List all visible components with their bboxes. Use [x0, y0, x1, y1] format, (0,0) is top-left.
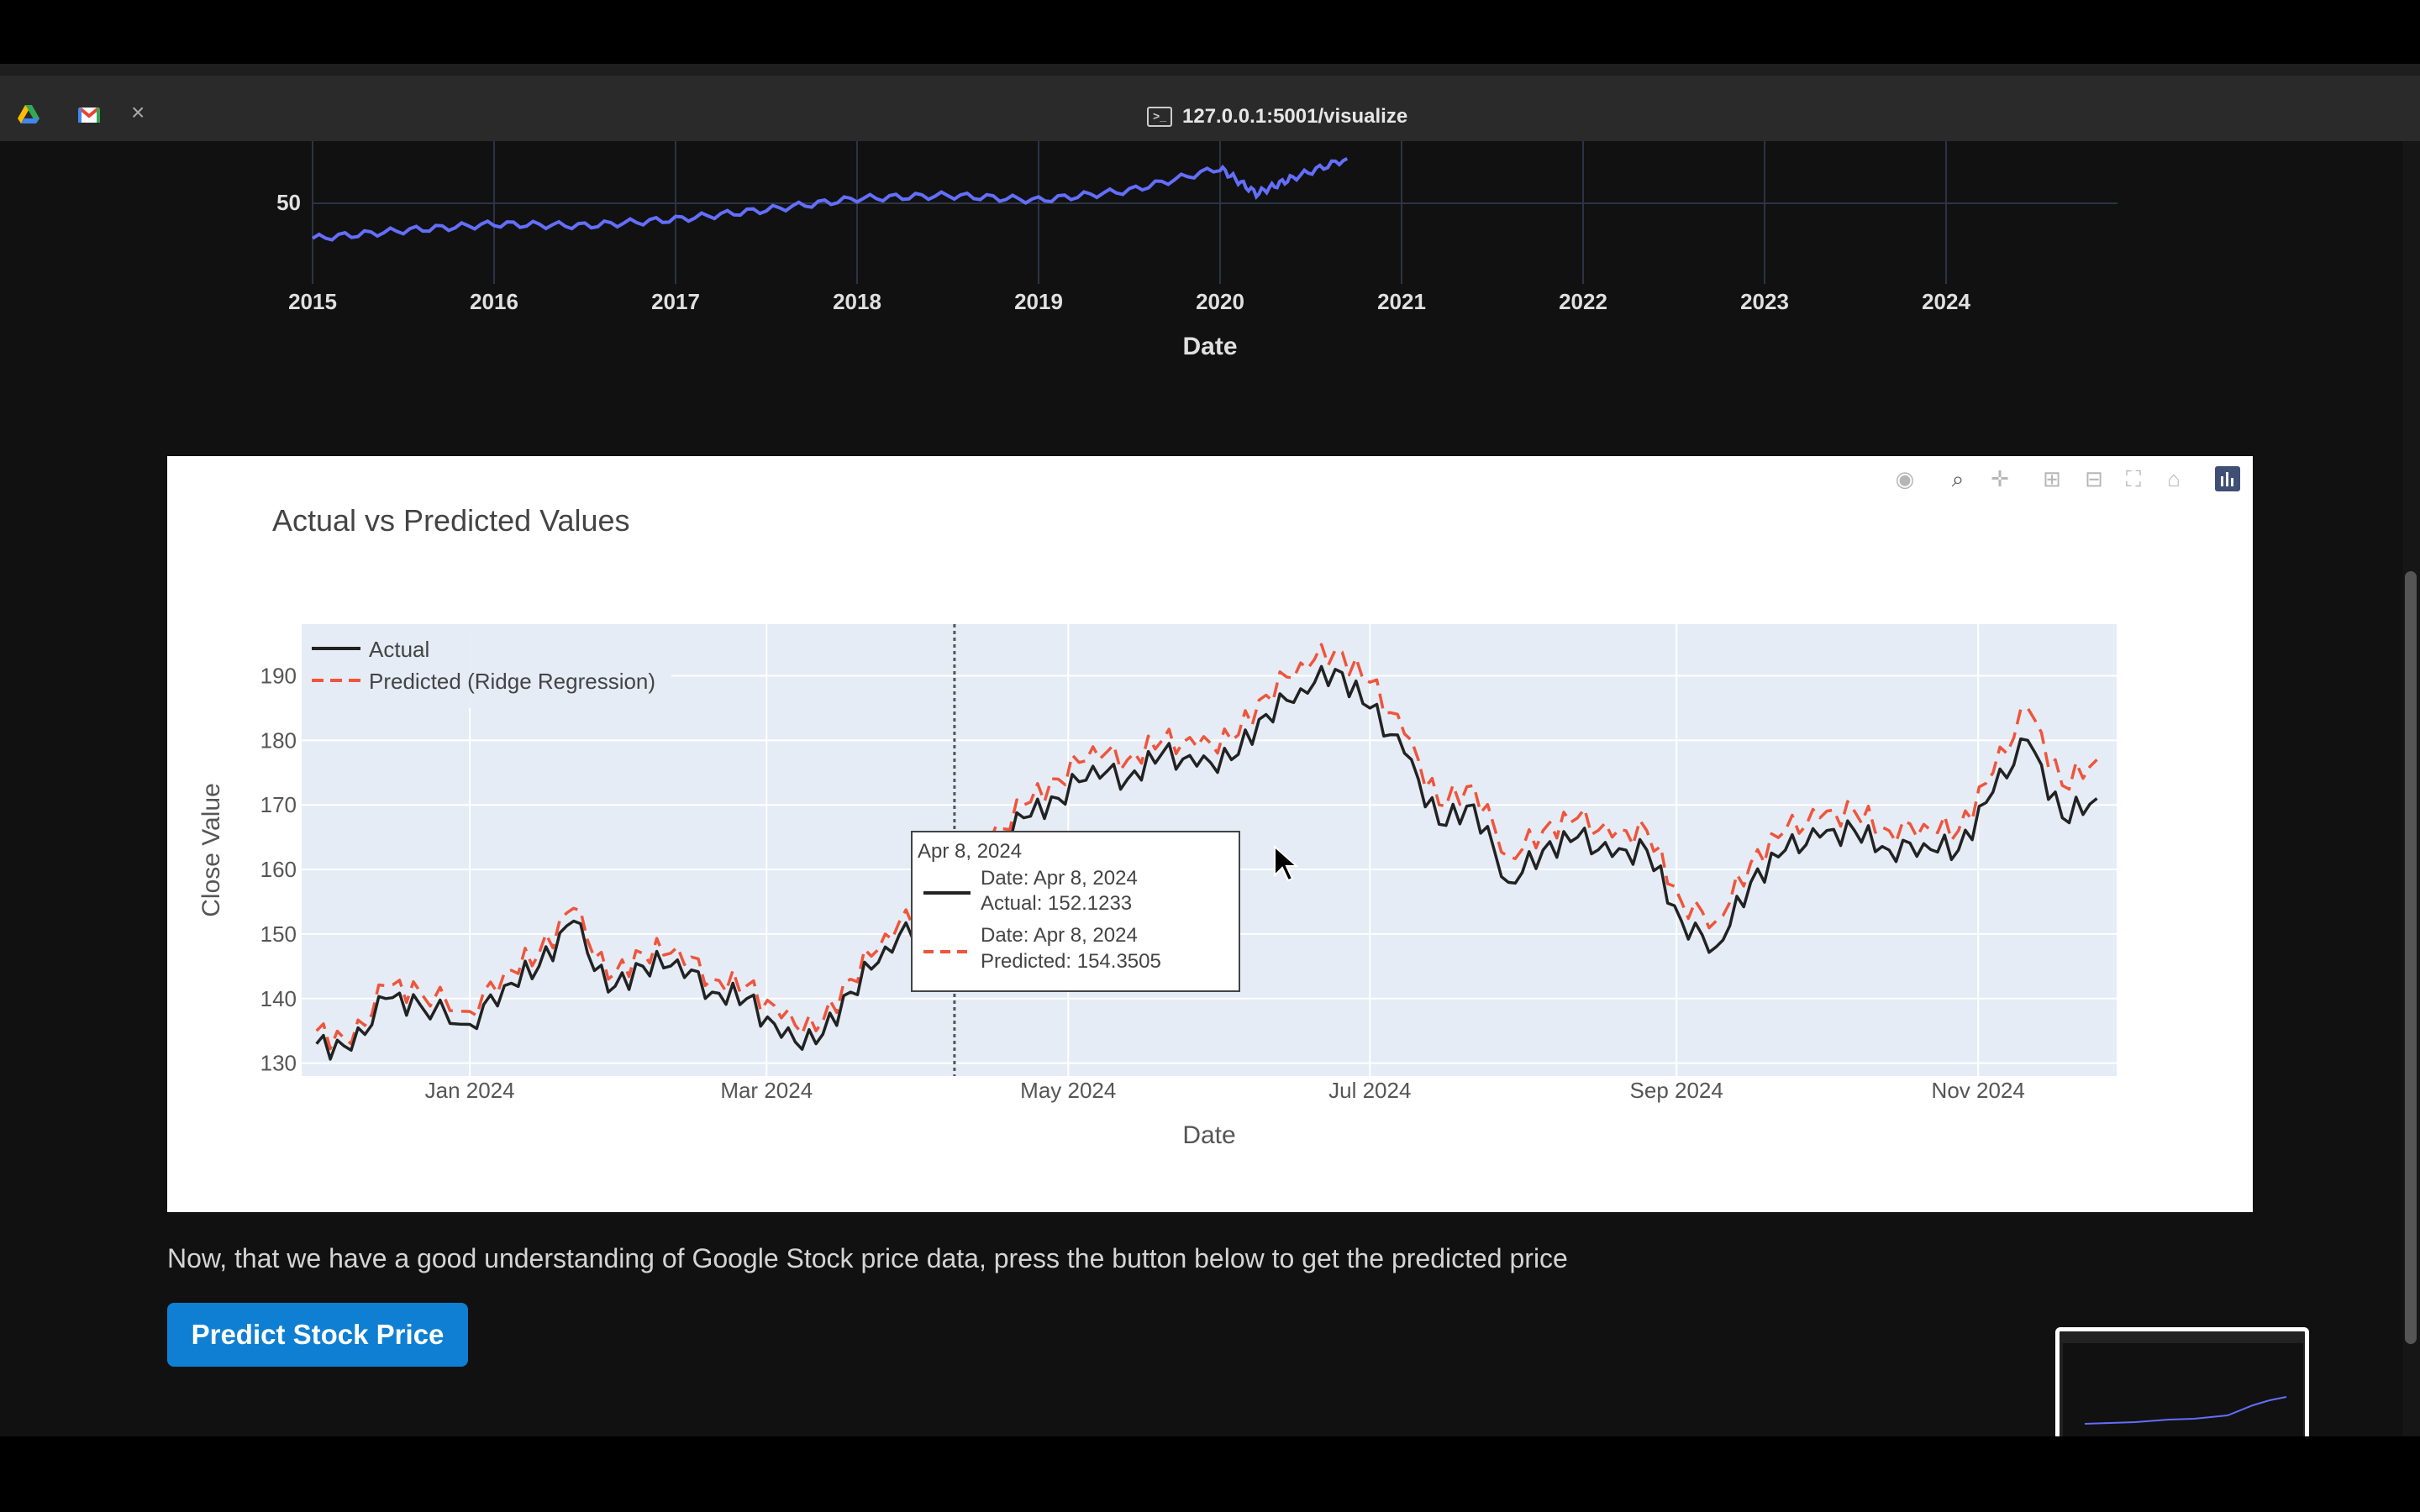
y-axis-title: Close Value	[197, 783, 225, 917]
y-tick-label: 190	[260, 663, 297, 688]
x-tick-label: 2019	[1014, 289, 1063, 314]
x-tick-label: Jan 2024	[425, 1078, 515, 1103]
tab-bar	[0, 76, 2420, 142]
y-tick-label: 130	[260, 1051, 297, 1076]
bookmarks-bar	[0, 64, 2420, 76]
legend-predicted[interactable]: Predicted (Ridge Regression)	[369, 669, 655, 694]
legend-actual[interactable]: Actual	[369, 637, 429, 662]
chart-history: 2015 2016 2017 2018 2019 2020 2021 2022 2023 2024…	[276, 141, 2118, 360]
scrollbar-thumb[interactable]	[2405, 571, 2417, 1344]
address-bar[interactable]: >_ 127.0.0.1:5001/visualize	[1147, 102, 1407, 131]
os-bottom-bar	[0, 1436, 2420, 1512]
home-icon[interactable]: ⌂	[2167, 466, 2181, 491]
x-tick-label: 2021	[1377, 289, 1426, 314]
tab-close-button[interactable]: ×	[131, 99, 145, 125]
predict-stock-price-button[interactable]: Predict Stock Price	[167, 1303, 468, 1367]
tooltip-pred-value: Predicted: 154.3505	[981, 950, 1161, 973]
legend[interactable]: Actual Predicted (Ridge Regression)	[302, 624, 671, 708]
caption-text: Now, that we have a good understanding o…	[167, 1243, 1568, 1273]
zoom-in-icon[interactable]: ⊞	[2043, 466, 2061, 491]
x-tick-label: 2016	[470, 289, 518, 314]
plotly-logo-icon[interactable]	[2215, 466, 2240, 491]
tooltip-pred-date: Date: Apr 8, 2024	[981, 924, 1138, 947]
terminal-icon: >_	[1147, 107, 1172, 127]
os-top-bar	[0, 0, 2420, 76]
y-tick-label: 50	[276, 190, 301, 215]
x-tick-label: 2024	[1922, 289, 1970, 314]
url-text: 127.0.0.1:5001/visualize	[1182, 105, 1408, 128]
gmail-icon[interactable]	[77, 102, 101, 126]
hover-tooltip: Apr 8, 2024 Date: Apr 8, 2024 Actual: 15…	[911, 831, 1240, 992]
chart-actual-vs-predicted[interactable]: Actual vs Predicted Values 130 140 150 160 1…	[167, 456, 2253, 1212]
series-line-predicted[interactable]	[315, 643, 2098, 1051]
x-tick-label: Mar 2024	[720, 1078, 813, 1103]
x-tick-label: 2023	[1740, 289, 1789, 314]
y-tick-label: 150	[260, 921, 297, 947]
x-tick-label: Nov 2024	[1932, 1078, 2025, 1103]
y-tick-label: 170	[260, 792, 297, 817]
x-axis-title: Date	[1182, 1121, 1235, 1149]
x-axis-title: Date	[1182, 333, 1237, 360]
x-tick-label: 2015	[288, 289, 337, 314]
chart-title: Actual vs Predicted Values	[272, 503, 630, 538]
zoom-icon[interactable]: ⌕	[1951, 466, 1965, 491]
camera-icon[interactable]: ◉	[1895, 466, 1915, 491]
x-tick-label: 2020	[1196, 289, 1244, 314]
tooltip-actual-value: Actual: 152.1233	[981, 892, 1132, 915]
autoscale-icon[interactable]: ⛶	[2125, 466, 2142, 491]
y-tick-label: 140	[260, 986, 297, 1011]
x-tick-label: Sep 2024	[1630, 1078, 1723, 1103]
tooltip-actual-date: Date: Apr 8, 2024	[981, 867, 1138, 890]
y-tick-label: 160	[260, 857, 297, 882]
tooltip-header: Apr 8, 2024	[918, 840, 1022, 863]
x-tick-label: 2022	[1559, 289, 1607, 314]
google-drive-icon[interactable]	[17, 102, 40, 126]
x-tick-label: Jul 2024	[1328, 1078, 1411, 1103]
pan-icon[interactable]: ✛	[1991, 466, 2009, 491]
x-tick-label: May 2024	[1020, 1078, 1116, 1103]
mouse-cursor-icon	[1274, 844, 1299, 882]
y-tick-label: 180	[260, 727, 297, 753]
series-line-history	[311, 157, 1349, 242]
series-line-actual[interactable]	[315, 664, 2098, 1061]
zoom-out-icon[interactable]: ⊟	[2085, 466, 2103, 491]
x-tick-label: 2017	[651, 289, 700, 314]
x-tick-label: 2018	[833, 289, 881, 314]
